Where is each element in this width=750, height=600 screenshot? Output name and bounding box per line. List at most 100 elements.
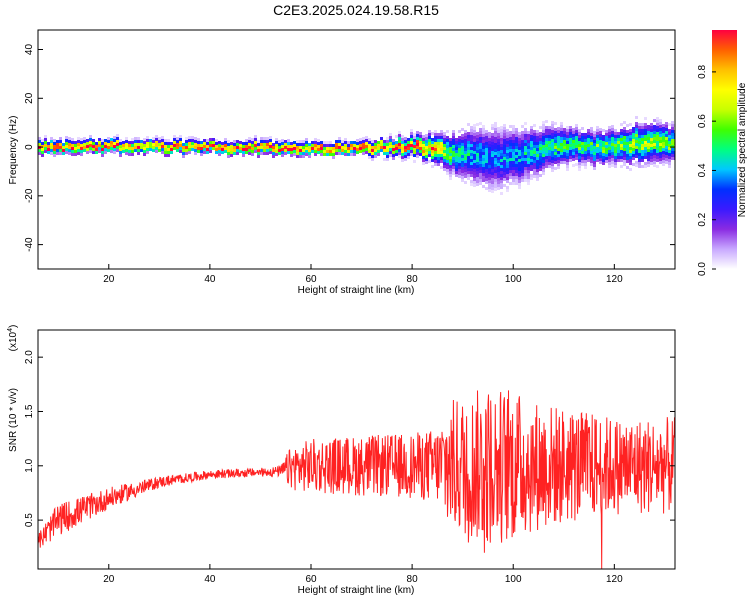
heatmap-cell xyxy=(275,138,278,141)
heatmap-cell xyxy=(170,145,173,148)
heatmap-cell xyxy=(527,179,530,182)
heatmap-cell xyxy=(125,152,128,155)
y-tick-label: -20 xyxy=(24,188,35,203)
heatmap-cell xyxy=(614,153,617,156)
heatmap-cell xyxy=(578,138,581,141)
heatmap-cell xyxy=(659,131,662,134)
heatmap-cell xyxy=(212,141,215,144)
heatmap-cell xyxy=(575,142,578,145)
heatmap-cell xyxy=(65,139,68,142)
heatmap-cell xyxy=(344,153,347,156)
heatmap-cell xyxy=(479,158,482,161)
heatmap-cell xyxy=(521,158,524,161)
heatmap-cell xyxy=(635,122,638,125)
heatmap-cell xyxy=(506,132,509,135)
heatmap-cell xyxy=(509,131,512,134)
heatmap-cell xyxy=(506,129,509,132)
heatmap-cell xyxy=(542,127,545,130)
heatmap-cell xyxy=(116,143,119,146)
heatmap-cell xyxy=(233,146,236,149)
heatmap-cell xyxy=(308,146,311,149)
heatmap-cell xyxy=(395,153,398,156)
heatmap-cell xyxy=(434,160,437,163)
heatmap-cell xyxy=(80,138,83,141)
heatmap-cell xyxy=(116,134,119,137)
heatmap-cell xyxy=(443,150,446,153)
heatmap-cell xyxy=(368,150,371,153)
snr-panel: 20 40 60 80 100 120 0.51.01.52.0 Height of st… xyxy=(7,325,676,596)
heatmap-cell xyxy=(455,153,458,156)
heatmap-cell xyxy=(449,144,452,147)
heatmap-cell xyxy=(125,143,128,146)
heatmap-cell xyxy=(644,147,647,150)
heatmap-cell xyxy=(149,142,152,145)
heatmap-cell xyxy=(464,163,467,166)
heatmap-cell xyxy=(533,133,536,136)
heatmap-cell xyxy=(353,147,356,150)
heatmap-cell xyxy=(641,129,644,132)
heatmap-cell xyxy=(560,143,563,146)
heatmap-cell xyxy=(473,178,476,181)
heatmap-cell xyxy=(671,157,674,160)
heatmap-cell xyxy=(563,161,566,164)
heatmap-cell xyxy=(542,169,545,172)
heatmap-cell xyxy=(464,133,467,136)
heatmap-cell xyxy=(602,135,605,138)
heatmap-cell xyxy=(497,136,500,139)
heatmap-cell xyxy=(446,163,449,166)
heatmap-cell xyxy=(500,162,503,165)
heatmap-cell xyxy=(452,160,455,163)
heatmap-cell xyxy=(623,136,626,139)
heatmap-cell xyxy=(488,168,491,171)
heatmap-cell xyxy=(146,151,149,154)
heatmap-cell xyxy=(455,144,458,147)
heatmap-cell xyxy=(632,136,635,139)
heatmap-cell xyxy=(623,160,626,163)
heatmap-cell xyxy=(629,150,632,153)
heatmap-cell xyxy=(440,151,443,154)
heatmap-cell xyxy=(482,140,485,143)
heatmap-cell xyxy=(551,148,554,151)
heatmap-cell xyxy=(380,143,383,146)
heatmap-cell xyxy=(203,148,206,151)
heatmap-cell xyxy=(530,156,533,159)
heatmap-cell xyxy=(641,135,644,138)
heatmap-cell xyxy=(665,125,668,128)
heatmap-cell xyxy=(440,157,443,160)
heatmap-cell xyxy=(260,140,263,143)
heatmap-cell xyxy=(263,140,266,143)
heatmap-cell xyxy=(665,131,668,134)
heatmap-cell xyxy=(539,174,542,177)
heatmap-cell xyxy=(665,140,668,143)
heatmap-cell xyxy=(665,161,668,164)
heatmap-cell xyxy=(383,143,386,146)
heatmap-cell xyxy=(209,144,212,147)
heatmap-cell xyxy=(545,147,548,150)
heatmap-cell xyxy=(578,153,581,156)
heatmap-cell xyxy=(302,152,305,155)
heatmap-cell xyxy=(563,131,566,134)
heatmap-cell xyxy=(158,143,161,146)
heatmap-cell xyxy=(419,147,422,150)
heatmap-cell xyxy=(548,135,551,138)
heatmap-cell xyxy=(518,135,521,138)
heatmap-cell xyxy=(530,132,533,135)
heatmap-cell xyxy=(650,150,653,153)
heatmap-cell xyxy=(509,176,512,179)
heatmap-cell xyxy=(479,152,482,155)
heatmap-cell xyxy=(173,135,176,138)
heatmap-cell xyxy=(503,148,506,151)
heatmap-cell xyxy=(521,176,524,179)
heatmap-cell xyxy=(644,123,647,126)
heatmap-cell xyxy=(461,167,464,170)
heatmap-cell xyxy=(578,129,581,132)
heatmap-cell xyxy=(551,145,554,148)
heatmap-cell xyxy=(263,152,266,155)
heatmap-cell xyxy=(434,145,437,148)
heatmap-cell xyxy=(626,148,629,151)
heatmap-cell xyxy=(410,135,413,138)
heatmap-cell xyxy=(131,153,134,156)
heatmap-cell xyxy=(617,159,620,162)
heatmap-cell xyxy=(476,141,479,144)
heatmap-cell xyxy=(671,148,674,151)
